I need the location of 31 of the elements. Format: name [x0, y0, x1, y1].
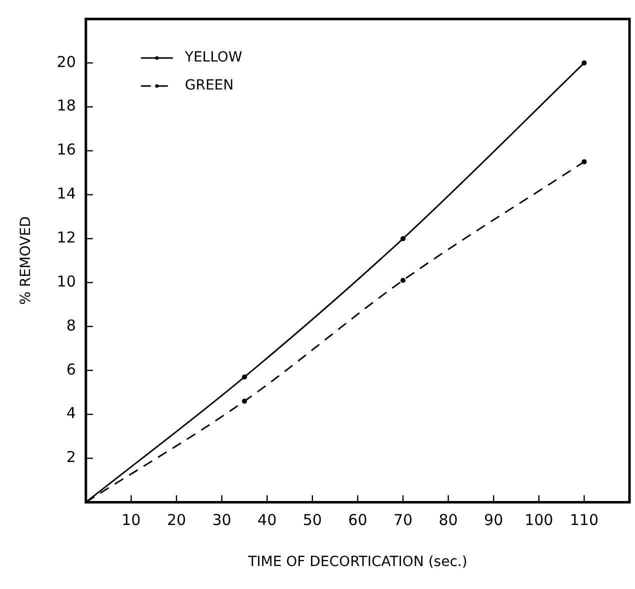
point	[400, 278, 406, 283]
y-tick-label: 12	[56, 228, 76, 247]
y-tick-label: 10	[56, 272, 76, 290]
y-axis-title: % REMOVED	[18, 216, 34, 305]
x-tick-label: 50	[302, 511, 322, 530]
point	[582, 60, 587, 66]
y-tick-label: 6	[66, 360, 76, 378]
x-tick-label: 20	[166, 511, 186, 530]
x-tick-label: 90	[484, 511, 504, 530]
y-tick-label: 20	[56, 52, 76, 71]
point	[400, 236, 406, 242]
point	[582, 159, 587, 164]
x-axis-title: TIME OF DECORTICATION (sec.)	[247, 554, 468, 570]
legend-label: YELLOW	[184, 50, 242, 66]
y-tick-label: 2	[66, 448, 76, 466]
y-tick-label: 4	[66, 404, 76, 422]
x-tick-label: 30	[212, 511, 232, 530]
y-tick-label: 14	[56, 184, 76, 203]
x-tick-label: 60	[348, 511, 368, 530]
x-tick-label: 10	[122, 511, 141, 530]
x-tick-label: 80	[438, 511, 458, 530]
y-tick-label: 18	[56, 96, 76, 115]
x-tick-label: 100	[524, 511, 554, 530]
point	[242, 374, 247, 380]
x-tick-label: 110	[570, 511, 599, 530]
y-tick-label: 16	[56, 140, 76, 159]
y-tick-label: 8	[66, 316, 76, 334]
legend-label: GREEN	[184, 78, 234, 94]
x-tick-label: 70	[393, 511, 413, 530]
point	[242, 398, 247, 404]
x-tick-label: 40	[258, 511, 277, 530]
